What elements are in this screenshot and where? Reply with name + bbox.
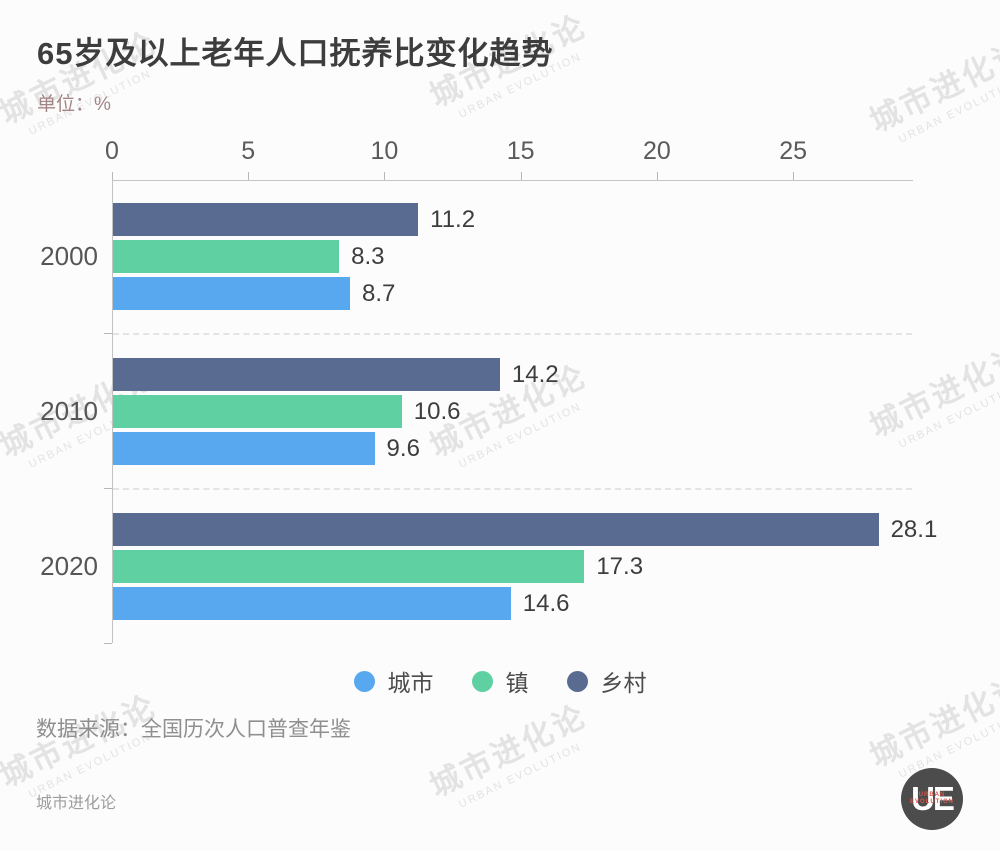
x-axis-tick (384, 172, 386, 180)
ue-logo: UE URBAN EVOLUTION (901, 768, 963, 830)
x-axis-tick-label: 15 (506, 137, 535, 165)
x-axis-tick-label: 5 (241, 137, 256, 165)
unit-label: 单位：% (37, 94, 111, 115)
bar-value-label: 28.1 (890, 515, 938, 543)
chart-legend: 城市 镇 乡村 (0, 664, 1000, 698)
x-axis-tick (520, 172, 522, 180)
x-axis-tick-label: 0 (105, 137, 119, 165)
legend-item-town: 镇 (471, 664, 529, 698)
bar-urban (113, 587, 511, 620)
bar-value-label: 17.3 (596, 552, 644, 580)
page-title: 65岁及以上老年人口抚养比变化趋势 (37, 36, 554, 71)
legend-dot-town (471, 670, 493, 692)
legend-dot-urban (353, 670, 375, 692)
bar-value-label: 14.2 (511, 360, 559, 388)
data-source-note: 数据来源：全国历次人口普查年鉴 (36, 718, 351, 741)
x-axis-line (112, 180, 913, 181)
x-axis-tick (793, 172, 795, 180)
x-axis-tick-label: 10 (370, 137, 399, 165)
x-axis-tick (112, 172, 113, 180)
x-axis-tick-label: 20 (642, 137, 671, 165)
y-axis-tick (104, 643, 112, 644)
legend-item-rural: 乡村 (566, 664, 647, 698)
legend-label: 镇 (505, 670, 529, 696)
bar-value-label: 8.7 (362, 279, 396, 307)
bar-rural (113, 203, 419, 236)
bar-rural (113, 358, 500, 391)
x-axis-tick-label: 25 (779, 137, 808, 165)
y-axis-tick (104, 333, 112, 334)
watermark: 城市进化论 URBAN EVOLUTION (389, 675, 631, 833)
watermark-cn: 城市进化论 (864, 32, 1000, 139)
legend-label: 城市 (387, 670, 434, 696)
legend-label: 乡村 (600, 670, 647, 696)
bar-town (113, 240, 340, 273)
category-label: 2010 (40, 396, 98, 426)
bar-row-urban-2020: 14.6 (113, 587, 912, 620)
category-label: 2020 (40, 551, 98, 581)
brand-name: 城市进化论 (36, 795, 117, 812)
bar-value-label: 10.6 (413, 397, 461, 425)
bar-value-label: 9.6 (386, 434, 420, 462)
bar-row-town-2000: 8.3 (113, 240, 912, 273)
ue-logo-text: UE (911, 780, 955, 817)
bar-row-town-2020: 17.3 (113, 550, 912, 583)
watermark-cn: 城市进化论 (0, 24, 163, 131)
bar-row-rural-2000: 11.2 (113, 203, 912, 236)
bar-rural (113, 513, 879, 546)
category-label: 2000 (40, 241, 98, 271)
group-separator (113, 488, 912, 490)
watermark-en: URBAN EVOLUTION (896, 75, 1000, 146)
y-axis-line (112, 180, 113, 643)
watermark: 城市进化论 URBAN EVOLUTION (829, 10, 1000, 168)
bar-value-label: 11.2 (430, 205, 476, 233)
watermark-en: URBAN EVOLUTION (456, 740, 584, 811)
bar-town (113, 550, 585, 583)
bar-value-label: 14.6 (522, 589, 570, 617)
y-axis-tick (104, 488, 112, 489)
bar-urban (113, 277, 351, 310)
bar-urban (113, 432, 375, 465)
bar-row-rural-2010: 14.2 (113, 358, 912, 391)
bar-value-label: 8.3 (351, 242, 385, 270)
legend-dot-rural (566, 670, 588, 692)
bar-row-rural-2020: 28.1 (113, 513, 937, 546)
group-separator (113, 333, 912, 335)
x-axis-tick (656, 172, 658, 180)
ue-logo-subtext: URBAN EVOLUTION (909, 792, 954, 805)
bar-row-urban-2000: 8.7 (113, 277, 912, 310)
watermark: 城市进化论 URBAN EVOLUTION (0, 2, 201, 160)
bar-chart: 0 5 10 15 20 25 2000 11.2 8.3 8.7 2010 14.2 10.6 9.6 2… (40, 137, 937, 644)
x-axis-tick (248, 172, 250, 180)
bar-row-urban-2010: 9.6 (113, 432, 912, 465)
bar-row-town-2010: 10.6 (113, 395, 912, 428)
legend-item-urban: 城市 (353, 664, 434, 698)
bar-town (113, 395, 402, 428)
